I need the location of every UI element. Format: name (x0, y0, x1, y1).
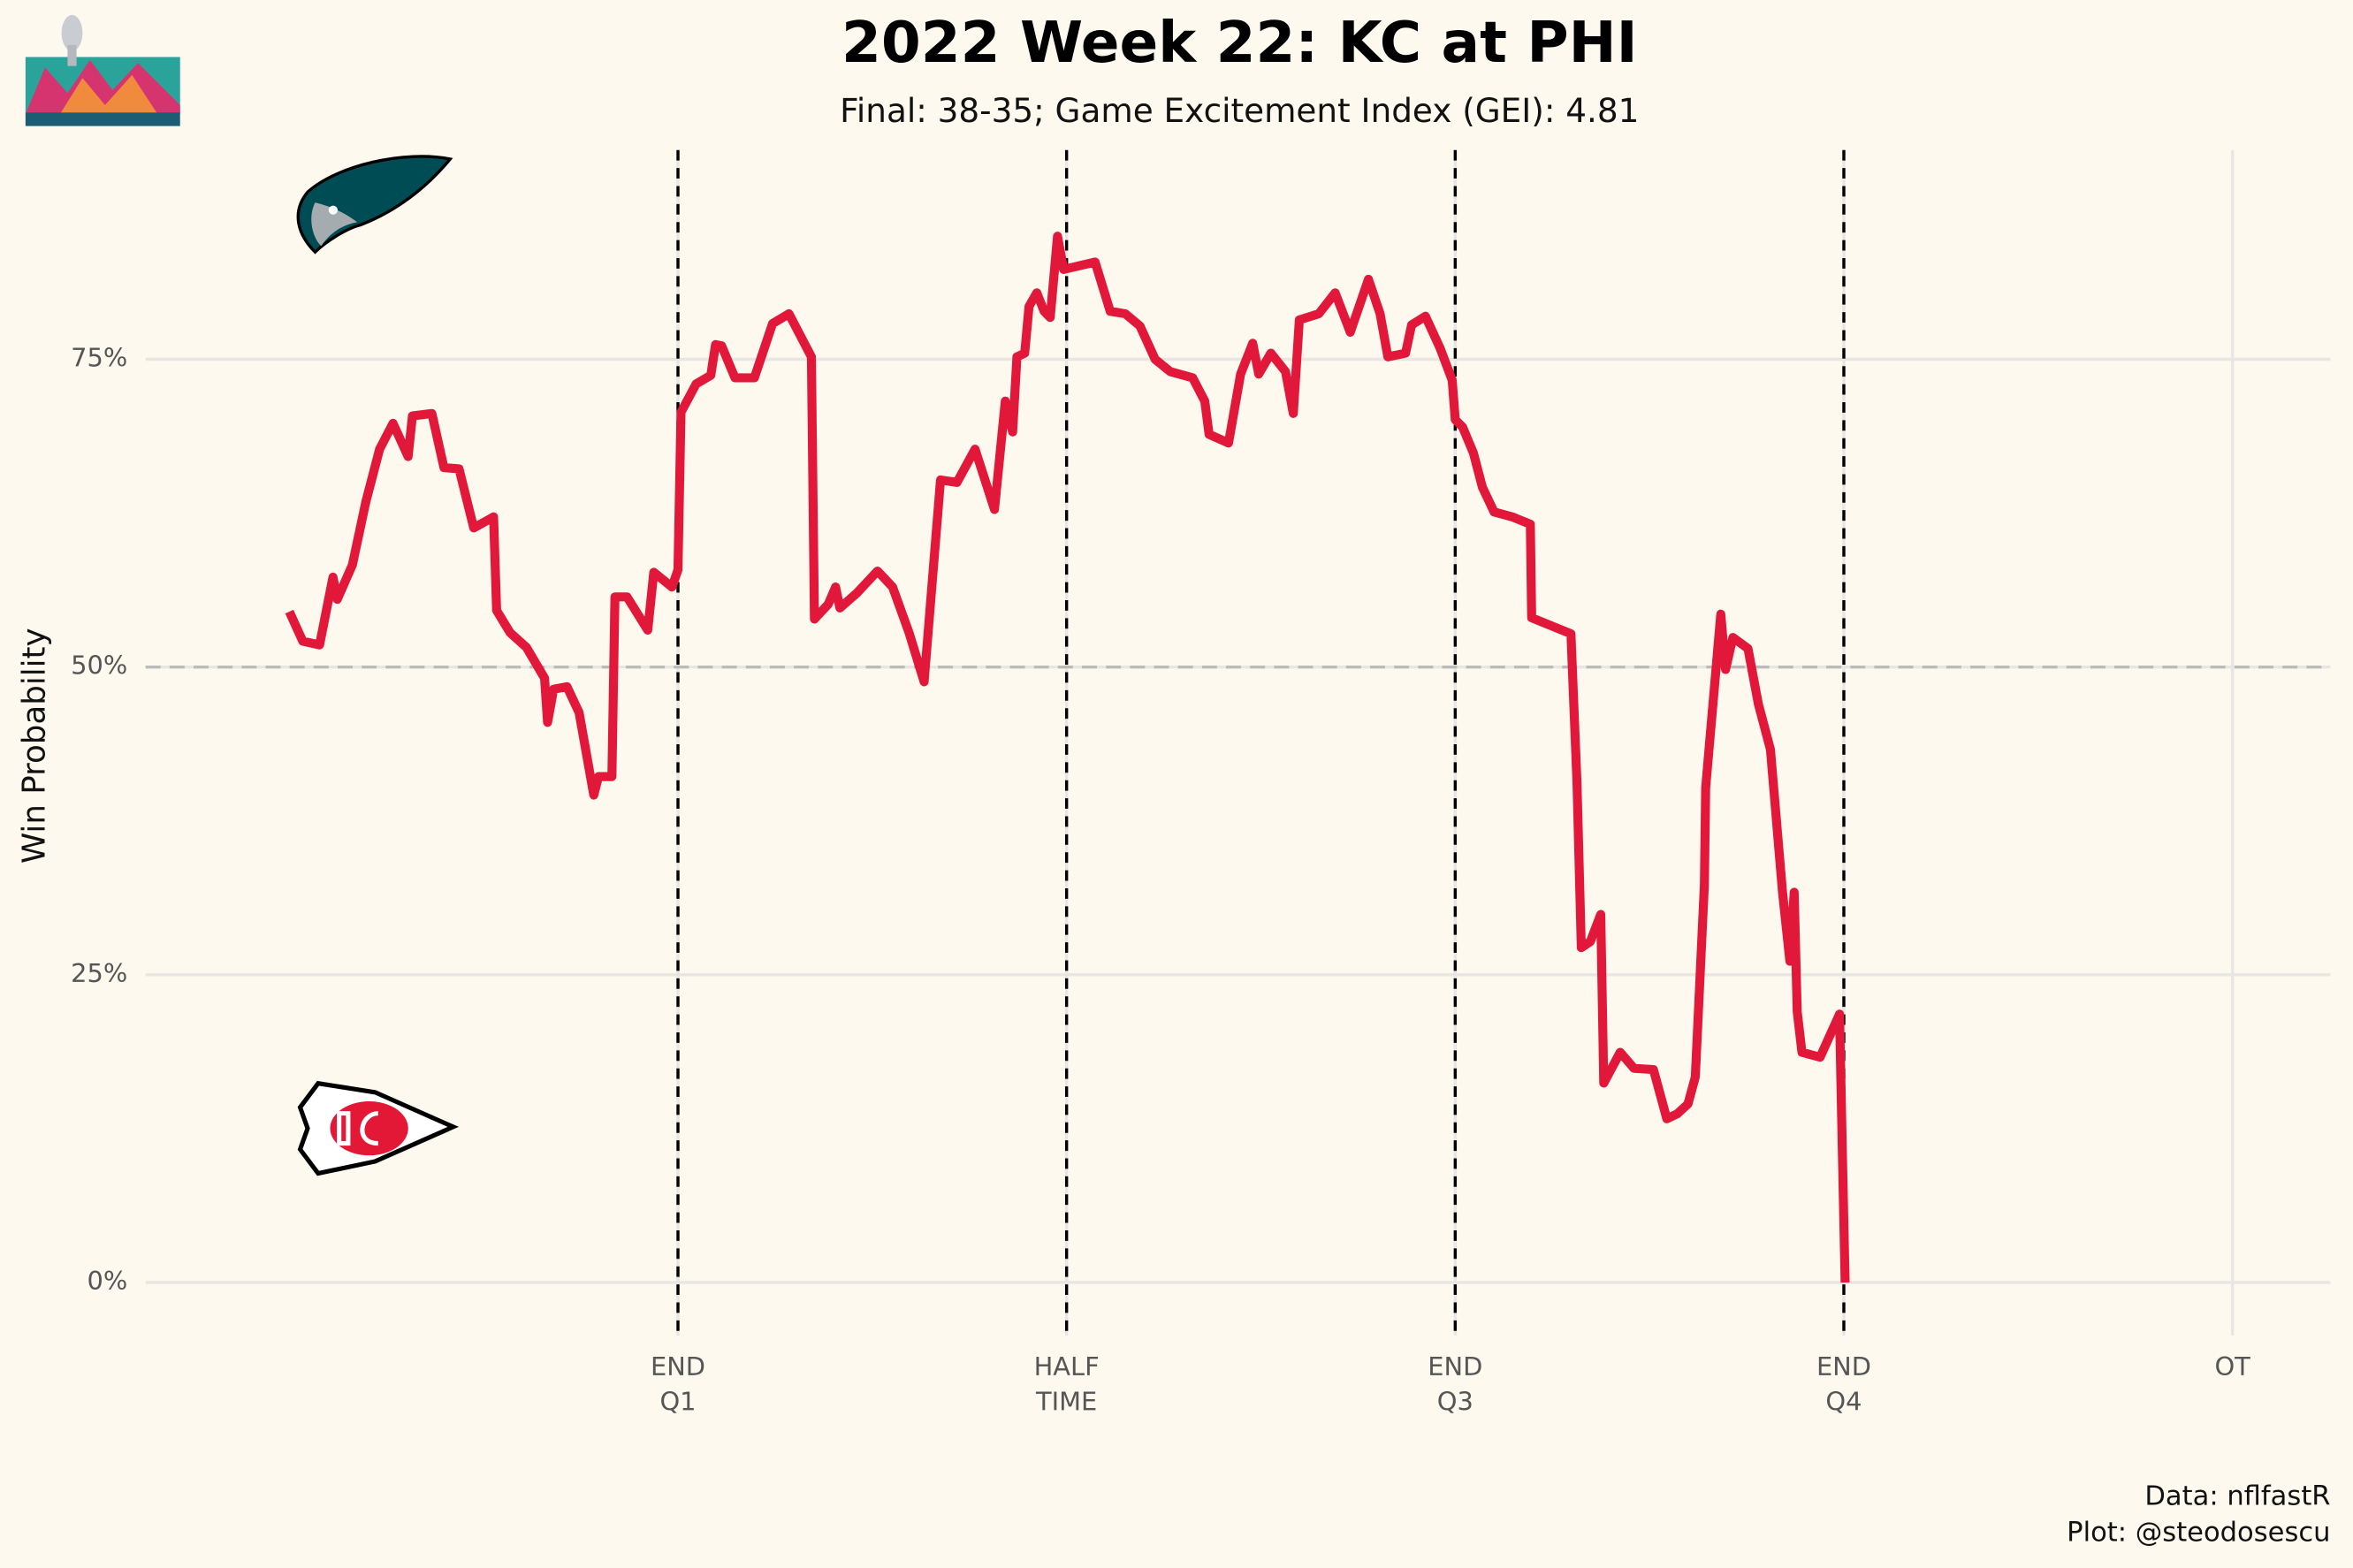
x-tick-label: END Q3 (1428, 1351, 1482, 1416)
x-tick-label: END Q1 (651, 1351, 705, 1416)
y-tick-label: 25% (71, 958, 127, 988)
y-axis-label: Win Probability (17, 628, 53, 864)
win-probability-line (285, 232, 1850, 1283)
y-tick-label: 0% (88, 1266, 128, 1296)
x-tick-label: OT (2214, 1351, 2250, 1382)
y-tick-label: 50% (71, 651, 127, 681)
grid (145, 149, 2331, 1336)
super-bowl-logo (25, 14, 180, 126)
chart-title: 2022 Week 22: KC at PHI (841, 10, 1638, 76)
x-tick-label: END Q4 (1816, 1351, 1871, 1416)
y-tick-label: 75% (71, 343, 127, 373)
chiefs-logo (297, 1080, 460, 1176)
chart-subtitle: Final: 38-35; Game Excitement Index (GEI… (840, 91, 1639, 130)
caption: Plot: @steodosescu (2067, 1517, 2330, 1548)
eagles-logo (296, 155, 453, 255)
x-tick-label: HALF TIME (1034, 1351, 1100, 1416)
caption: Data: nflfastR (2144, 1481, 2330, 1512)
